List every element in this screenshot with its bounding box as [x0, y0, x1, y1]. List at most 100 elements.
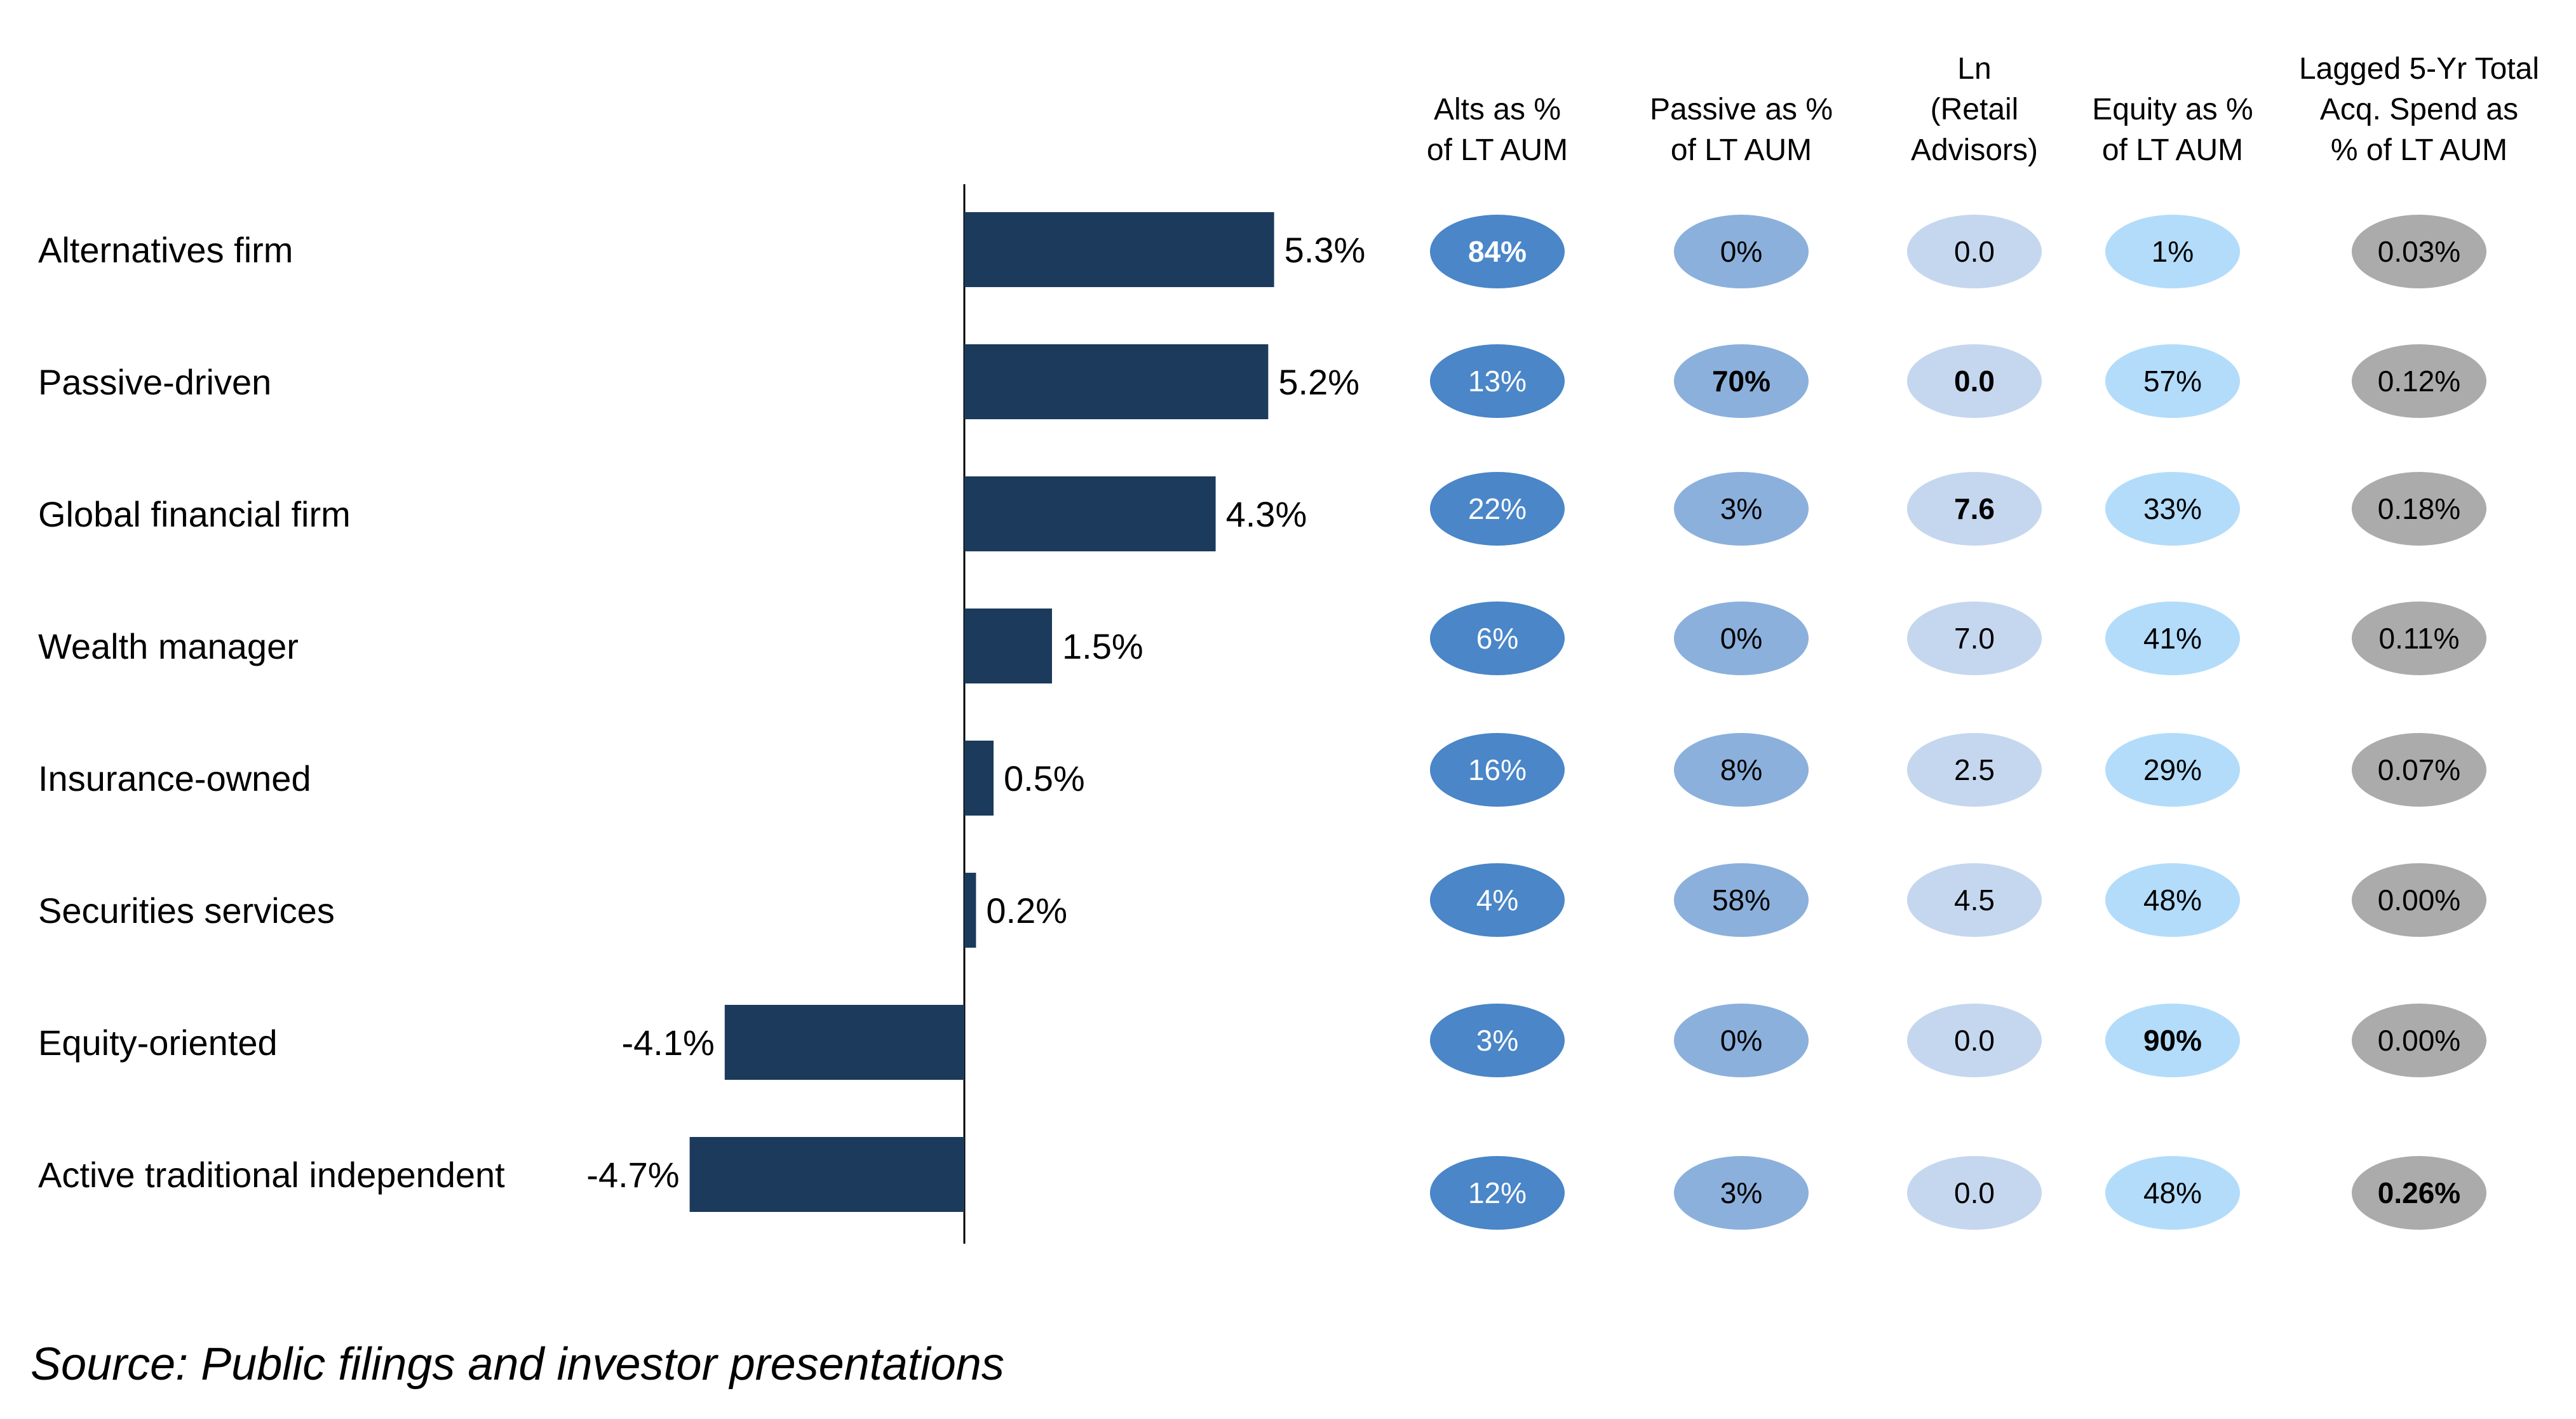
table-cell — [2105, 472, 2240, 546]
cell-value: 90% — [2143, 1024, 2202, 1057]
table-cell — [2352, 863, 2486, 937]
cell-value: 58% — [1712, 884, 1770, 917]
cell-value: 0% — [1720, 1024, 1762, 1057]
bar-rows: Alternatives firm 5.3% Passive-driven 5.2% G… — [38, 212, 1365, 1212]
table-cell — [2105, 602, 2240, 675]
bar — [964, 609, 1052, 683]
table-cell — [2352, 1004, 2486, 1077]
table-cell — [1907, 733, 2042, 807]
cell-value: 0.0 — [1954, 1024, 1995, 1057]
cell-value: 48% — [2143, 884, 2202, 917]
table-cell — [2352, 733, 2486, 807]
bar — [724, 1005, 964, 1080]
cell-value: 3% — [1476, 1024, 1518, 1057]
cell-value: 0.00% — [2378, 884, 2460, 917]
table-cell — [1674, 344, 1809, 418]
table-cell — [1907, 344, 2042, 418]
category-label: Active traditional independent — [38, 1155, 505, 1195]
column-header: Equity as % of LT AUM — [2092, 93, 2253, 167]
cell-value: 13% — [1468, 365, 1527, 398]
table-cell — [1907, 215, 2042, 288]
table-cell — [1907, 1156, 2042, 1230]
cell-value: 4.5 — [1954, 884, 1995, 917]
table-cell — [2105, 733, 2240, 807]
cell-value: 0.26% — [2378, 1176, 2460, 1209]
cell-value: 84% — [1468, 235, 1527, 268]
value-label: 1.5% — [1062, 626, 1143, 666]
cell-value: 12% — [1468, 1176, 1527, 1209]
cell-value: 1% — [2152, 235, 2194, 268]
table-cell — [1674, 863, 1809, 937]
column-header: Passive as % of LT AUM — [1650, 93, 1833, 167]
bar — [689, 1137, 964, 1212]
cell-value: 0.0 — [1954, 1176, 1995, 1209]
cell-value: 70% — [1712, 365, 1770, 398]
cell-value: 48% — [2143, 1176, 2202, 1209]
table-cell — [1907, 602, 2042, 675]
category-label: Insurance-owned — [38, 758, 311, 798]
cell-value: 22% — [1468, 492, 1527, 525]
cell-value: 2.5 — [1954, 753, 1995, 786]
cell-value: 33% — [2143, 492, 2202, 525]
cell-value: 0.12% — [2378, 365, 2460, 398]
table-cell — [2105, 344, 2240, 418]
table-cell — [1430, 1156, 1565, 1230]
cell-value: 29% — [2143, 753, 2202, 786]
table-cell — [2105, 1156, 2240, 1230]
table-cell — [1430, 733, 1565, 807]
value-label: 0.2% — [986, 891, 1067, 931]
table-cell — [1907, 863, 2042, 937]
table-headers: Alts as % of LT AUM Passive as % of LT AUM L… — [1427, 52, 2539, 167]
category-label: Passive-driven — [38, 362, 271, 402]
source-note: Source: Public filings and investor pres… — [30, 1339, 1004, 1390]
table-cell — [1430, 472, 1565, 546]
table-cell — [1674, 215, 1809, 288]
table-cell — [1674, 1156, 1809, 1230]
bar — [964, 212, 1274, 287]
table-cell — [1430, 602, 1565, 675]
table-cell — [2352, 602, 2486, 675]
table-cell — [1430, 863, 1565, 937]
table-cell — [2352, 215, 2486, 288]
category-label: Global financial firm — [38, 494, 351, 534]
value-label: -4.1% — [622, 1023, 715, 1063]
cell-value: 6% — [1476, 622, 1518, 655]
bar — [964, 741, 994, 816]
cell-value: 0.07% — [2378, 753, 2460, 786]
cell-value: 8% — [1720, 753, 1762, 786]
cell-value: 7.0 — [1954, 622, 1995, 655]
cell-value: 57% — [2143, 365, 2202, 398]
table-cell — [1430, 1004, 1565, 1077]
value-label: 4.3% — [1226, 494, 1307, 534]
bar — [964, 344, 1269, 419]
cell-value: 0% — [1720, 622, 1762, 655]
value-label: 5.3% — [1285, 230, 1366, 270]
bar — [964, 873, 976, 948]
cell-value: 4% — [1476, 884, 1518, 917]
category-label: Wealth manager — [38, 626, 299, 666]
cell-value: 3% — [1720, 492, 1762, 525]
table-cell — [1907, 472, 2042, 546]
bar — [964, 476, 1216, 551]
table-cell — [2105, 863, 2240, 937]
cell-value: 0.11% — [2378, 622, 2459, 655]
category-label: Equity-oriented — [38, 1023, 278, 1063]
cell-value: 7.6 — [1954, 492, 1995, 525]
table-cell — [1430, 344, 1565, 418]
table-cell — [2352, 1156, 2486, 1230]
value-label: 5.2% — [1278, 362, 1359, 402]
category-label: Alternatives firm — [38, 230, 293, 270]
cell-value: 3% — [1720, 1176, 1762, 1209]
value-label: -4.7% — [586, 1155, 679, 1195]
cell-value: 16% — [1468, 753, 1527, 786]
cell-value: 0.00% — [2378, 1024, 2460, 1057]
cell-value: 0.03% — [2378, 235, 2460, 268]
table-cell — [1674, 733, 1809, 807]
column-header: Ln (Retail Advisors) — [1911, 52, 2038, 167]
table-cell — [1430, 215, 1565, 288]
cell-value: 0% — [1720, 235, 1762, 268]
cell-value: 41% — [2143, 622, 2202, 655]
value-label: 0.5% — [1004, 758, 1085, 798]
table-cell — [1674, 472, 1809, 546]
